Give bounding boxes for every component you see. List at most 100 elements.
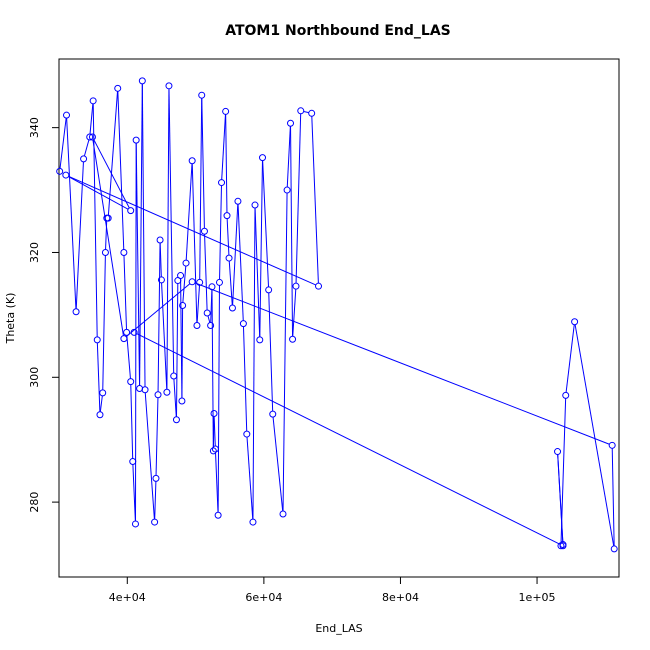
data-point	[130, 328, 138, 336]
series-line-segment	[93, 139, 130, 209]
data-point	[154, 391, 162, 399]
y-tick-label: 340	[28, 117, 41, 138]
series-line-segment	[141, 83, 146, 387]
data-point	[209, 447, 217, 455]
series-line-segment	[159, 242, 162, 277]
series-layer	[56, 77, 618, 553]
y-tick-label: 320	[28, 242, 41, 263]
data-point	[172, 416, 180, 424]
data-point	[198, 91, 206, 99]
series-line-segment	[232, 204, 239, 306]
y-tick-label: 280	[28, 492, 41, 513]
data-point	[89, 97, 97, 105]
data-point	[114, 84, 122, 92]
series-line-segment	[290, 126, 294, 337]
data-point	[179, 302, 187, 310]
data-point	[188, 278, 196, 286]
data-point	[211, 445, 219, 453]
series-line-segment	[191, 163, 198, 323]
data-point	[163, 388, 171, 396]
data-point	[151, 518, 159, 526]
series-line-segment	[144, 392, 155, 520]
data-point	[256, 336, 264, 344]
data-point	[218, 179, 226, 187]
series-line-segment	[225, 114, 228, 213]
data-point	[223, 212, 231, 220]
data-point	[203, 309, 211, 317]
data-point	[208, 283, 216, 291]
series-line-segment	[207, 315, 211, 323]
series-line-segment	[194, 282, 610, 445]
series-line-segment	[228, 261, 233, 306]
series-line-segment	[215, 452, 219, 513]
series-line-segment	[66, 118, 77, 309]
series-line-segment	[196, 285, 200, 323]
data-point	[222, 107, 230, 115]
data-point	[188, 157, 196, 165]
data-point	[234, 197, 242, 205]
data-point	[269, 410, 277, 418]
series-line-segment	[102, 255, 106, 390]
y-tick-label: 300	[28, 367, 41, 388]
series-line-segment	[126, 335, 131, 379]
x-axis-label: End_LAS	[315, 622, 362, 635]
series-line-segment	[221, 114, 226, 180]
data-point	[289, 335, 297, 343]
data-point	[177, 272, 185, 280]
data-point	[101, 248, 109, 256]
data-point	[156, 236, 164, 244]
data-point	[608, 441, 616, 449]
data-point	[138, 77, 146, 85]
data-point	[131, 520, 139, 528]
series-line-segment	[155, 397, 159, 476]
data-point	[214, 511, 222, 519]
series-line-segment	[89, 103, 94, 135]
data-point	[259, 154, 267, 162]
data-point	[207, 321, 215, 329]
data-point	[62, 171, 70, 179]
data-point	[249, 518, 257, 526]
y-axis: 280 300 320 340	[28, 117, 60, 513]
x-tick-label: 6e+04	[245, 591, 282, 604]
data-point	[129, 458, 137, 466]
data-point	[127, 207, 135, 215]
data-point	[170, 372, 178, 380]
data-point	[141, 386, 149, 394]
series-line-segment	[135, 143, 141, 386]
data-point	[292, 282, 300, 290]
data-point	[562, 391, 570, 399]
series-line-segment	[292, 289, 297, 337]
data-point	[165, 82, 173, 90]
series-line-segment	[157, 242, 161, 392]
data-point	[315, 282, 323, 290]
series-line-segment	[139, 83, 143, 386]
data-point	[225, 254, 233, 262]
series-line-segment	[123, 255, 128, 330]
series-line-segment	[181, 308, 184, 399]
series-line-segment	[96, 342, 101, 412]
data-point	[200, 227, 208, 235]
series-line-segment	[173, 379, 177, 417]
series-line-segment	[204, 234, 208, 311]
data-point	[559, 542, 567, 550]
series-line-segment	[242, 326, 248, 432]
series-line-segment	[574, 324, 615, 547]
data-point	[215, 278, 223, 286]
series-line-segment	[213, 416, 216, 447]
data-point	[287, 119, 295, 127]
data-point	[96, 411, 104, 419]
data-point	[251, 201, 259, 209]
y-axis-label: Theta (K)	[4, 293, 17, 345]
data-point	[157, 276, 165, 284]
series-line-segment	[219, 185, 222, 280]
series-line-segment	[175, 283, 179, 417]
series-line-segment	[262, 160, 270, 287]
data-point	[72, 308, 80, 316]
series-line-segment	[252, 208, 256, 520]
data-point	[127, 378, 135, 386]
data-point	[152, 474, 160, 482]
data-point	[63, 111, 71, 119]
chart-title: ATOM1 Northbound End_LAS	[225, 23, 451, 39]
series-line-segment	[611, 448, 615, 546]
data-point	[193, 321, 201, 329]
